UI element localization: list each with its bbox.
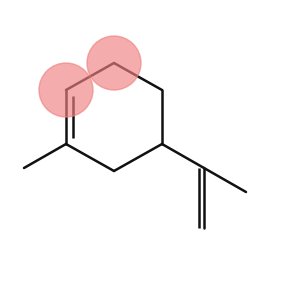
Circle shape bbox=[39, 63, 93, 117]
Circle shape bbox=[87, 36, 141, 90]
